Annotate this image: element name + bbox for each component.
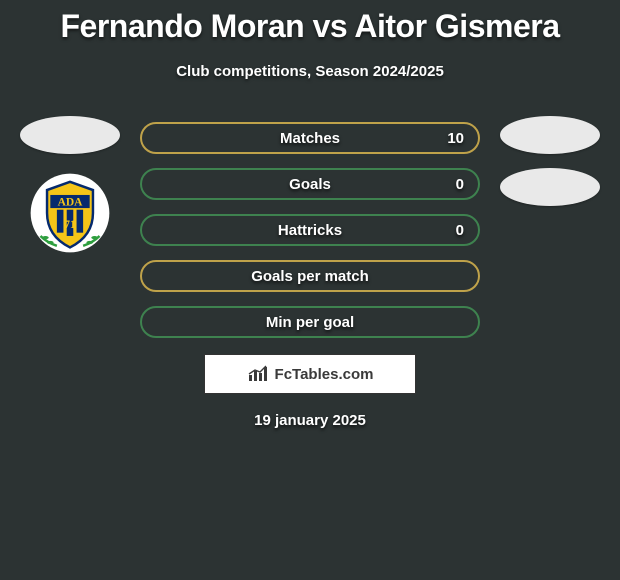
stat-row-goals-per-match: Goals per match (140, 260, 480, 292)
stat-label: Matches (280, 130, 340, 147)
footer-brand-text: FcTables.com (275, 366, 374, 383)
footer-brand-badge: FcTables.com (204, 354, 416, 394)
player-photo-placeholder (20, 116, 120, 154)
date-text: 19 january 2025 (0, 412, 620, 429)
stat-row-hattricks: Hattricks 0 (140, 214, 480, 246)
stat-value: 0 (456, 176, 464, 193)
subtitle: Club competitions, Season 2024/2025 (0, 63, 620, 80)
stat-label: Goals (289, 176, 331, 193)
club-badge: ADA 71 (10, 172, 130, 254)
svg-text:71: 71 (64, 219, 76, 231)
stat-label: Hattricks (278, 222, 342, 239)
right-player-column (490, 116, 610, 206)
stats-panel: Matches 10 Goals 0 Hattricks 0 Goals per… (140, 122, 480, 352)
player-photo-placeholder (500, 116, 600, 154)
stat-value: 10 (447, 130, 464, 147)
left-player-column: ADA 71 (10, 116, 130, 254)
stat-row-min-per-goal: Min per goal (140, 306, 480, 338)
club-badge-icon: ADA 71 (29, 172, 111, 254)
bar-chart-icon (247, 365, 271, 383)
stat-value: 0 (456, 222, 464, 239)
stat-label: Goals per match (251, 268, 369, 285)
stat-label: Min per goal (266, 314, 354, 331)
club-badge-placeholder (500, 168, 600, 206)
svg-text:ADA: ADA (58, 197, 84, 209)
page-title: Fernando Moran vs Aitor Gismera (0, 0, 620, 45)
stat-row-goals: Goals 0 (140, 168, 480, 200)
stat-row-matches: Matches 10 (140, 122, 480, 154)
